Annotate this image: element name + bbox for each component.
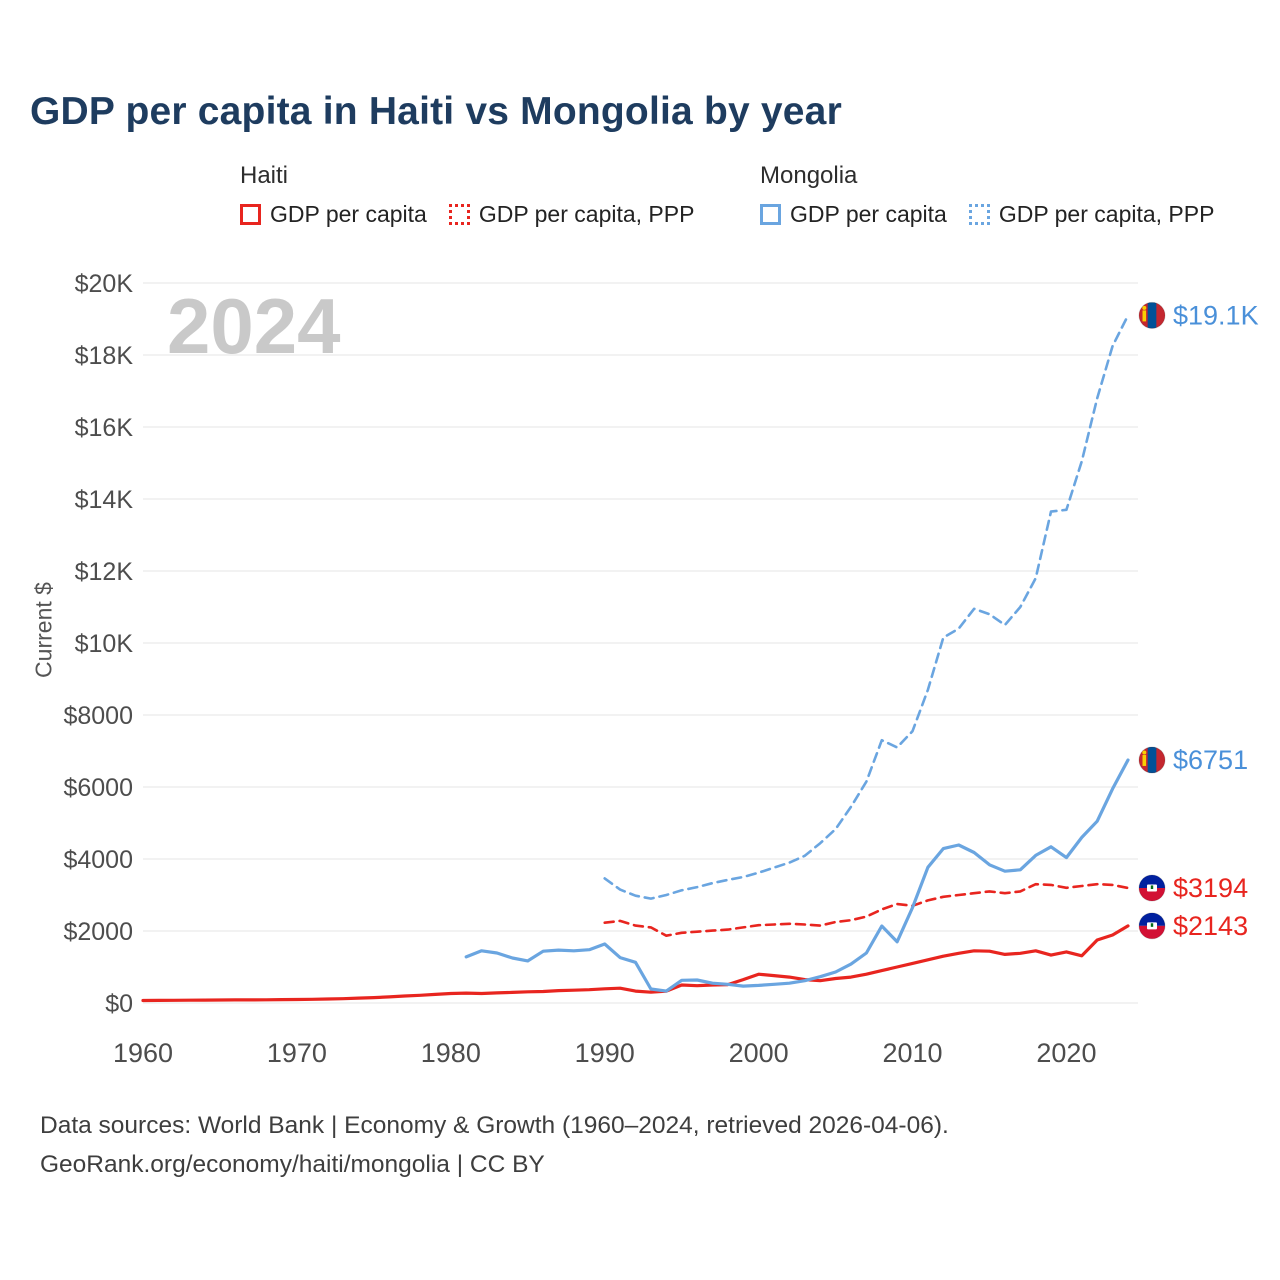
legend-item-haiti-gdp: GDP per capita [240, 201, 427, 228]
watermark-year: 2024 [167, 282, 341, 370]
series-line-haiti-ppp [603, 882, 1130, 938]
legend-item-mongolia-gdp: GDP per capita [760, 201, 947, 228]
footer: Data sources: World Bank | Economy & Gro… [40, 1106, 949, 1184]
y-tick-label: $10K [75, 630, 134, 658]
end-label-haiti-ppp: $3194 [1173, 873, 1248, 903]
legend-swatch-dotted-icon [448, 204, 470, 225]
flag-icon-haiti [1138, 912, 1166, 940]
legend-item-label: GDP per capita, PPP [478, 201, 695, 227]
legend-item-label: GDP per capita, PPP [998, 201, 1215, 227]
flag-icon-mongolia [1138, 746, 1166, 774]
legend-group-mongolia: Mongolia GDP per capita GDP per capita, … [760, 162, 1214, 228]
x-tick-label: 1970 [267, 1038, 327, 1068]
legend-item-mongolia-ppp: GDP per capita, PPP [968, 201, 1215, 228]
end-label-mongolia-ppp: $19.1K [1173, 300, 1259, 330]
end-label-haiti-gdp: $2143 [1173, 911, 1248, 941]
legend-swatch-solid-icon [760, 204, 781, 225]
y-tick-label: $12K [75, 558, 134, 586]
flag-icon-haiti [1138, 874, 1166, 902]
x-tick-label: 2010 [882, 1038, 942, 1068]
legend-group-haiti: Haiti GDP per capita GDP per capita, PPP [240, 162, 694, 228]
attribution-text: GeoRank.org/economy/haiti/mongolia | CC … [40, 1151, 545, 1178]
page-title: GDP per capita in Haiti vs Mongolia by y… [30, 90, 842, 133]
legend-group-label: Haiti [240, 162, 289, 189]
y-tick-label: $6000 [63, 774, 133, 802]
x-tick-label: 1960 [113, 1038, 173, 1068]
end-label-mongolia-gdp: $6751 [1173, 745, 1248, 775]
series-line-mongolia-gdp [464, 758, 1130, 993]
legend-swatch-solid-icon [240, 204, 261, 225]
legend-item-label: GDP per capita [790, 201, 947, 227]
legend-swatch-dotted-icon [968, 204, 990, 225]
flag-icon-mongolia [1138, 301, 1166, 329]
y-tick-label: $18K [75, 342, 134, 370]
y-axis-title: Current $ [30, 582, 57, 678]
legend-item-haiti-ppp: GDP per capita, PPP [448, 201, 695, 228]
y-tick-label: $8000 [63, 702, 133, 730]
y-tick-label: $14K [75, 486, 134, 514]
x-tick-label: 2020 [1036, 1038, 1096, 1068]
x-tick-label: 1980 [421, 1038, 481, 1068]
y-tick-label: $2000 [63, 918, 133, 946]
y-tick-label: $4000 [63, 846, 133, 874]
series-line-haiti-gdp [141, 924, 1130, 1003]
legend: Haiti GDP per capita GDP per capita, PPP… [0, 162, 1280, 242]
series-line-mongolia-ppp [603, 314, 1130, 900]
legend-item-label: GDP per capita [270, 201, 427, 227]
x-tick-label: 2000 [729, 1038, 789, 1068]
legend-group-label: Mongolia [760, 162, 858, 189]
y-tick-label: $20K [75, 270, 134, 298]
y-tick-label: $16K [75, 414, 134, 442]
data-sources-text: Data sources: World Bank | Economy & Gro… [40, 1112, 949, 1139]
x-tick-label: 1990 [575, 1038, 635, 1068]
y-tick-label: $0 [105, 990, 133, 1018]
